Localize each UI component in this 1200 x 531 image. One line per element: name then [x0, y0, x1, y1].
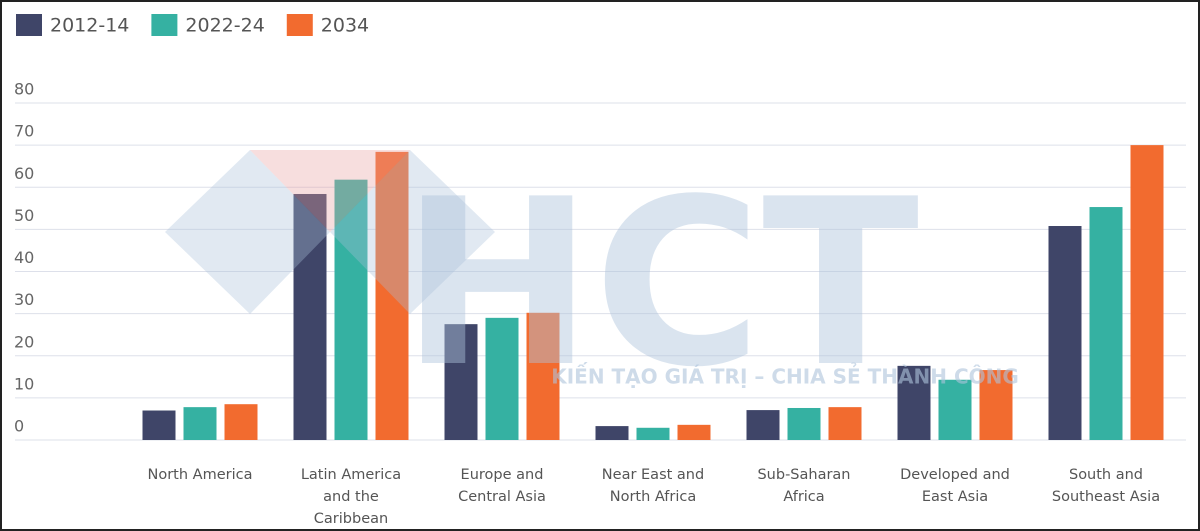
watermark: HCT: [401, 151, 919, 418]
bar: [938, 379, 972, 440]
x-tick-label: South and Southeast Asia: [1052, 467, 1160, 505]
bar: [636, 427, 670, 440]
bar: [595, 426, 629, 440]
x-tick-label: Developed and East Asia: [900, 467, 1010, 505]
bar: [183, 407, 217, 440]
bar: [1089, 207, 1123, 440]
y-tick-label: 60: [14, 164, 34, 183]
bar: [224, 404, 258, 440]
bar: [787, 407, 821, 440]
watermark-logo: [330, 150, 495, 314]
x-tick-label: Sub-Saharan Africa: [757, 467, 850, 505]
bar: [142, 410, 176, 440]
x-tick-label: Near East and North Africa: [602, 467, 704, 505]
y-tick-label: 40: [14, 248, 34, 267]
legend-label: 2012-14: [50, 15, 129, 37]
bar: [485, 317, 519, 440]
bar: [1130, 145, 1164, 440]
bar: [828, 407, 862, 440]
y-tick-label: 70: [14, 122, 34, 141]
watermark-logo: [165, 150, 330, 314]
y-tick-label: 80: [14, 80, 34, 99]
y-tick-label: 20: [14, 332, 34, 351]
y-tick-label: 50: [14, 206, 34, 225]
bar: [897, 365, 931, 440]
bar: [334, 179, 368, 441]
y-tick-label: 0: [14, 417, 24, 436]
legend-label: 2022-24: [185, 15, 264, 37]
bar: [293, 193, 327, 440]
legend-label: 2034: [321, 15, 369, 37]
x-tick-label: Europe and Central Asia: [458, 467, 546, 505]
watermark-logo: [250, 150, 410, 232]
bar: [375, 151, 409, 441]
bar: [1048, 226, 1082, 440]
x-tick-label: Latin America and the Caribbean: [301, 467, 401, 527]
bar: [746, 410, 780, 440]
legend-swatch: [286, 14, 313, 36]
bar: [979, 370, 1013, 440]
legend-swatch: [16, 14, 42, 36]
plot: 0 10 20 30 40 50 60 70 80 North America Latin Amer…: [14, 80, 1186, 527]
bar: [677, 424, 711, 440]
bar: [444, 324, 478, 440]
y-tick-label: 10: [14, 374, 34, 393]
legend-swatch: [151, 14, 178, 36]
x-tick-label: North America: [148, 467, 253, 483]
watermark-tagline: KIẾN TẠO GIÁ TRỊ – CHIA SẺ THÀNH CÔNG: [551, 363, 1019, 389]
y-tick-label: 30: [14, 290, 34, 309]
bar: [526, 312, 560, 440]
